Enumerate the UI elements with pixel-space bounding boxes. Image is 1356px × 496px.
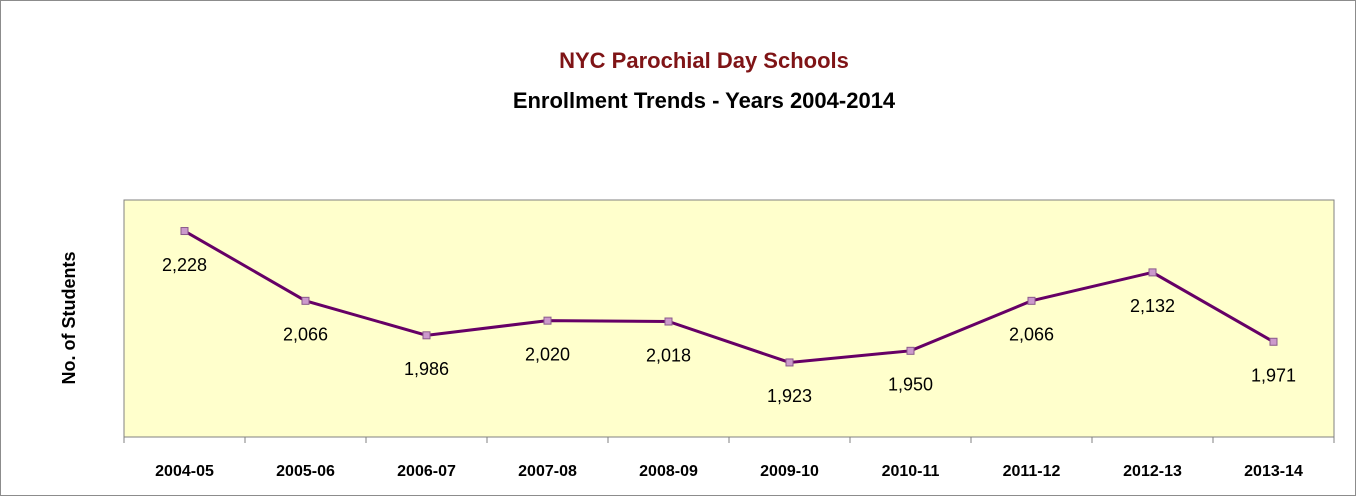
x-tick-label: 2008-09	[639, 463, 698, 480]
x-tick-label: 2005-06	[276, 463, 335, 480]
data-label: 2,018	[646, 345, 691, 365]
marker	[664, 317, 673, 326]
y-axis-title: No. of Students	[59, 252, 79, 385]
data-label: 1,923	[767, 386, 812, 406]
marker	[180, 227, 189, 236]
x-tick-label: 2013-14	[1244, 463, 1303, 480]
marker	[543, 316, 552, 325]
x-tick-label: 2004-05	[155, 463, 214, 480]
marker	[1027, 296, 1036, 305]
chart-title: NYC Parochial Day Schools	[559, 48, 849, 73]
data-label: 1,986	[404, 359, 449, 379]
line	[183, 229, 1275, 364]
marker	[422, 331, 431, 340]
marker	[785, 358, 794, 367]
data-label: 2,228	[162, 255, 207, 275]
data-label: 2,020	[525, 344, 570, 364]
marker	[1269, 337, 1278, 346]
marker	[906, 346, 915, 355]
x-tick-label: 2012-13	[1123, 463, 1182, 480]
marker	[301, 296, 310, 305]
marker	[1148, 268, 1157, 277]
x-tick-label: 2010-11	[882, 463, 940, 480]
x-tick-label: 2007-08	[518, 463, 577, 480]
x-tick-label: 2009-10	[760, 463, 819, 480]
data-label: 1,971	[1251, 366, 1296, 386]
data-label: 1,950	[888, 375, 933, 395]
x-tick-label: 2006-07	[397, 463, 456, 480]
plot-area	[123, 199, 1335, 438]
chart-subtitle: Enrollment Trends - Years 2004-2014	[513, 88, 896, 113]
data-label: 2,132	[1130, 296, 1175, 316]
data-label: 2,066	[1009, 325, 1054, 345]
x-tick-label: 2011-12	[1003, 463, 1061, 480]
data-label: 2,066	[283, 325, 328, 345]
